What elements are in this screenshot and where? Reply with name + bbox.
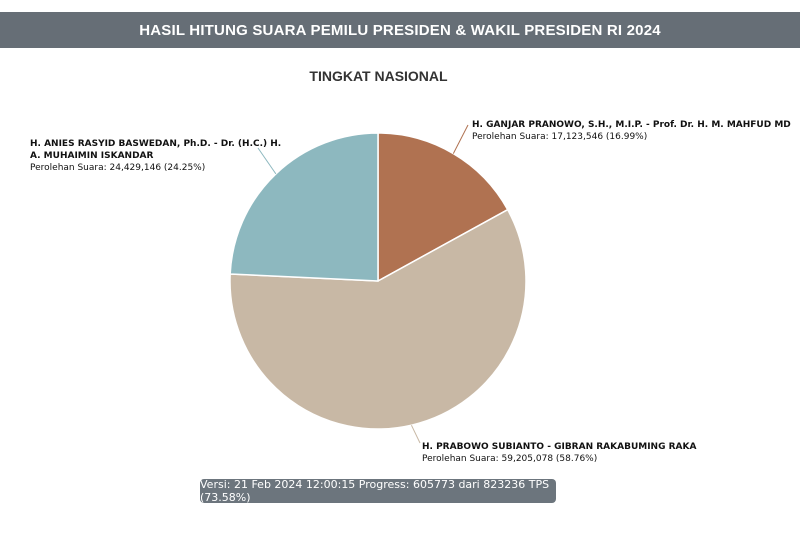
pie-slice-anies[interactable] xyxy=(229,132,379,282)
pie-slice-ganjar[interactable] xyxy=(377,132,509,283)
connector-prabowo xyxy=(410,424,421,444)
label-ganjar: H. GANJAR PRANOWO, S.H., M.I.P. - Prof. … xyxy=(472,119,791,143)
label-anies-name-line2: A. MUHAIMIN ISKANDAR xyxy=(30,151,154,161)
page-title: HASIL HITUNG SUARA PEMILU PRESIDEN & WAK… xyxy=(139,21,661,39)
label-prabowo: H. PRABOWO SUBIANTO - GIBRAN RAKABUMING … xyxy=(422,441,696,465)
status-bar: Versi: 21 Feb 2024 12:00:15 Progress: 60… xyxy=(200,478,556,504)
page-header: HASIL HITUNG SUARA PEMILU PRESIDEN & WAK… xyxy=(0,12,800,48)
label-ganjar-name: H. GANJAR PRANOWO, S.H., M.I.P. - Prof. … xyxy=(472,120,791,130)
label-prabowo-name: H. PRABOWO SUBIANTO - GIBRAN RAKABUMING … xyxy=(422,442,697,452)
status-text: Versi: 21 Feb 2024 12:00:15 Progress: 60… xyxy=(200,478,550,504)
label-ganjar-value: Perolehan Suara: 17,123,546 (16.99%) xyxy=(472,132,648,142)
connector-anies xyxy=(257,147,277,175)
pie-slice-prabowo[interactable] xyxy=(229,208,527,430)
connector-ganjar xyxy=(452,124,469,154)
label-anies-name-line1: H. ANIES RASYID BASWEDAN, Ph.D. - Dr. (H… xyxy=(30,139,282,149)
label-prabowo-value: Perolehan Suara: 59,205,078 (58.76%) xyxy=(422,454,598,464)
label-anies: H. ANIES RASYID BASWEDAN, Ph.D. - Dr. (H… xyxy=(30,138,281,174)
chart-title: TINGKAT NASIONAL xyxy=(309,68,448,84)
label-anies-value: Perolehan Suara: 24,429,146 (24.25%) xyxy=(30,163,206,173)
